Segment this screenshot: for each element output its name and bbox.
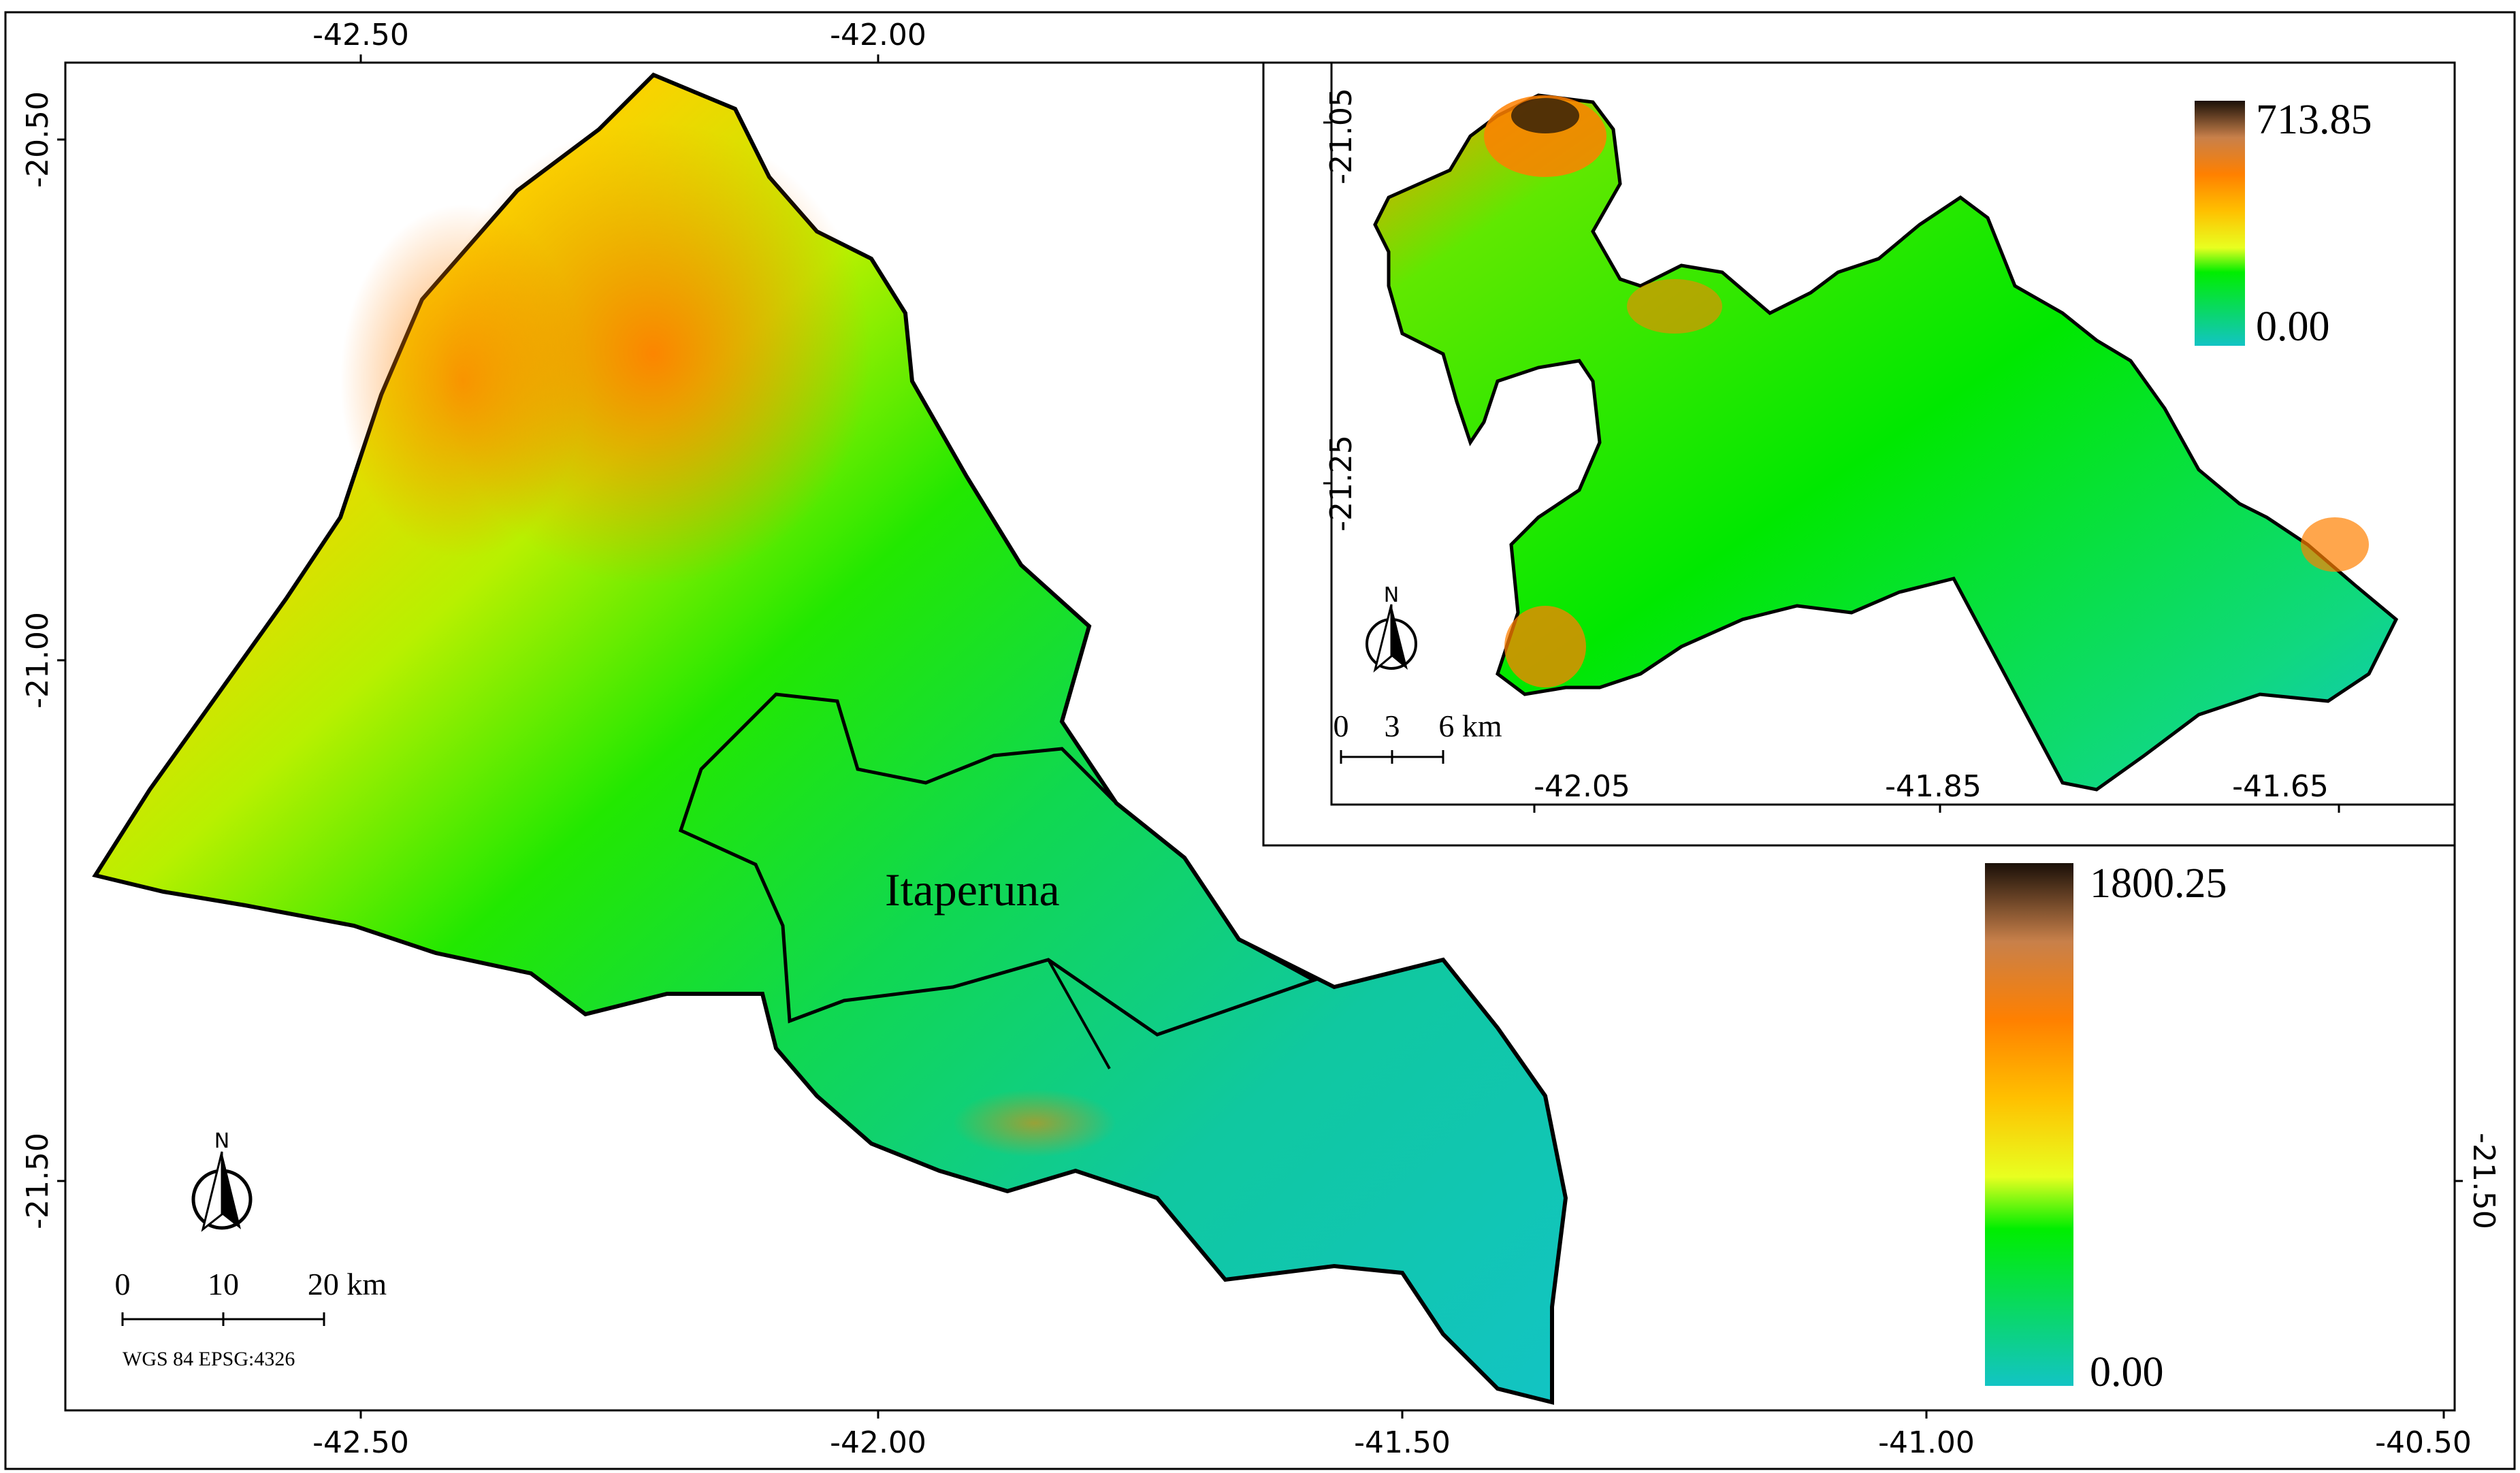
inset-left-tick-label: -21.25 <box>1324 435 1359 532</box>
itaperuna-boundary <box>678 692 1319 1037</box>
map-frame <box>4 11 2516 1470</box>
inset-bottom-tick-label: -41.85 <box>1885 769 1982 804</box>
inner-boundary <box>1047 959 1111 1069</box>
bottom-tick-label: -41.50 <box>1354 1425 1451 1460</box>
inset-highland-patch <box>2301 517 2369 572</box>
right-ticks: -21.50 <box>2455 1133 2501 1229</box>
scale-label: 10 <box>208 1267 239 1301</box>
inset-inner-boundary <box>1952 578 2064 783</box>
inset-region-outline <box>1373 93 2399 792</box>
scale-label: 20 km <box>308 1267 387 1301</box>
inset-north-label: N <box>1384 583 1399 607</box>
inset-peak-patch <box>1511 98 1579 133</box>
inset-legend-ramp <box>2195 101 2245 346</box>
place-label-itaperuna: Itaperuna <box>885 864 1060 916</box>
left-tick-label: -21.00 <box>20 612 55 709</box>
inset-map: -42.05 -41.85 -41.65 -21.05 -21.25 713.8… <box>1262 61 2456 847</box>
inset-bottom-tick-label: -41.65 <box>2232 769 2329 804</box>
left-ticks: -20.50 -21.00 -21.50 <box>20 91 65 1229</box>
bottom-tick-label: -42.00 <box>830 1425 926 1460</box>
inset-highland-patch <box>1504 606 1586 687</box>
legend-min-label: 0.00 <box>2090 1349 2164 1395</box>
inset-bottom-tick-label: -42.05 <box>1534 769 1630 804</box>
inset-north-arrow: N <box>1366 583 1417 673</box>
north-arrow: N <box>191 1129 253 1232</box>
top-tick-label: -42.50 <box>312 18 409 52</box>
top-ticks: -42.50 -42.00 <box>312 18 926 63</box>
inset-highland-patch <box>1627 279 1722 334</box>
inset-legend-min-label: 0.00 <box>2256 304 2330 350</box>
scale-bar: 0 10 20 km WGS 84 EPSG:4326 <box>115 1267 387 1370</box>
bottom-tick-label: -40.50 <box>2375 1425 2472 1460</box>
left-tick-label: -21.50 <box>20 1133 55 1229</box>
inset-scale-label: 6 km <box>1438 709 1502 743</box>
left-tick-label: -20.50 <box>20 91 55 188</box>
legend-max-label: 1800.25 <box>2090 860 2227 907</box>
highland-patch <box>340 204 585 558</box>
inset-legend-max-label: 713.85 <box>2256 97 2372 143</box>
inset-scale-label: 3 <box>1385 709 1400 743</box>
north-label: N <box>214 1129 229 1153</box>
crs-label: WGS 84 EPSG:4326 <box>123 1348 295 1370</box>
inset-scale-label: 0 <box>1334 709 1349 743</box>
bottom-tick-label: -42.50 <box>312 1425 409 1460</box>
highland-patch <box>953 1089 1116 1157</box>
top-tick-label: -42.00 <box>830 18 926 52</box>
inset-left-tick-label: -21.05 <box>1324 88 1359 184</box>
main-map-terrain <box>92 72 1568 1405</box>
bottom-ticks: -42.50 -42.00 -41.50 -41.00 -40.50 <box>312 1410 2472 1460</box>
right-tick-label: -21.50 <box>2466 1133 2501 1229</box>
elevation-legend: 1800.25 0.00 <box>1985 860 2227 1395</box>
scale-label: 0 <box>115 1267 131 1301</box>
inset-map-frame <box>1330 61 2456 806</box>
bottom-tick-label: -41.00 <box>1878 1425 1975 1460</box>
